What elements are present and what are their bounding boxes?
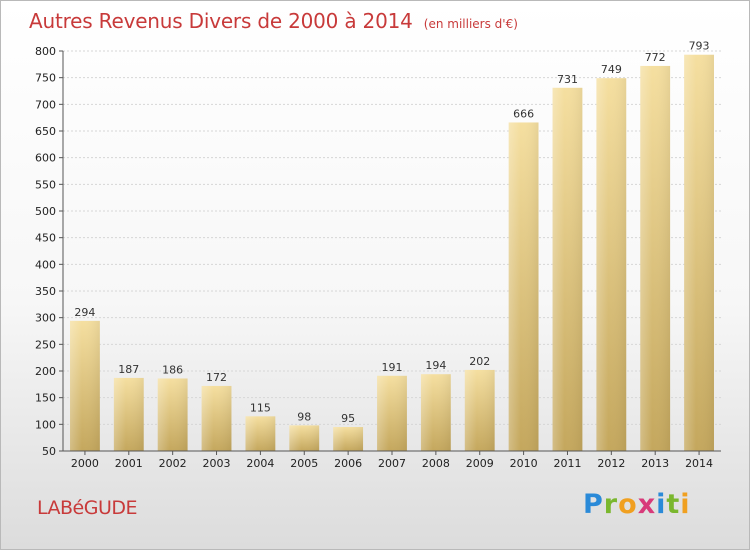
bar-value-label: 95 (341, 412, 355, 425)
logo-letter: i (656, 489, 667, 520)
y-tick-label: 500 (35, 205, 56, 218)
logo-letter: o (618, 489, 638, 520)
bar-value-label: 191 (382, 361, 403, 374)
bar-value-label: 749 (601, 63, 622, 76)
bar-value-label: 98 (297, 410, 311, 423)
y-tick-label: 650 (35, 125, 56, 138)
bar-highlight (420, 374, 451, 451)
x-tick-label: 2012 (597, 457, 625, 470)
commune-name: LABéGUDE (37, 497, 138, 519)
y-tick-label: 550 (35, 178, 56, 191)
x-tick-label: 2008 (422, 457, 450, 470)
bar-value-label: 115 (250, 401, 271, 414)
bar-highlight (70, 320, 100, 451)
y-tick-label: 150 (35, 392, 56, 405)
bar-highlight (113, 377, 144, 451)
y-tick-label: 750 (35, 72, 56, 85)
logo-letter: i (680, 489, 691, 520)
bar-highlight (289, 425, 320, 451)
y-tick-label: 300 (35, 312, 56, 325)
bar-value-label: 731 (557, 73, 578, 86)
axes: 50 100 150 200 250 300 350 400 450 500 550 600 650 70… (35, 45, 721, 470)
bars: 294 187 186 172 115 98 95 191 194 202 666 731 749 772… (70, 40, 714, 452)
logo-letter: r (603, 489, 619, 520)
bar-highlight (684, 54, 714, 451)
bar-value-label: 772 (645, 51, 666, 64)
x-tick-label: 2005 (290, 457, 318, 470)
bar-highlight (508, 122, 539, 451)
bar-value-label: 194 (425, 359, 446, 372)
y-tick-label: 450 (35, 232, 56, 245)
bar-value-label: 294 (74, 306, 95, 319)
x-tick-label: 2011 (553, 457, 581, 470)
y-tick-label: 700 (35, 98, 56, 111)
bar-highlight (596, 78, 627, 451)
proxiti-logo: Proxiti (583, 489, 691, 520)
bar-highlight (333, 427, 364, 451)
x-tick-label: 2003 (203, 457, 231, 470)
y-tick-label: 100 (35, 418, 56, 431)
bar-value-label: 666 (513, 107, 534, 120)
x-tick-label: 2010 (510, 457, 538, 470)
bar-highlight (640, 65, 671, 451)
y-tick-label: 50 (42, 445, 56, 458)
bar-value-label: 186 (162, 363, 183, 376)
bar-value-label: 187 (118, 363, 139, 376)
x-tick-label: 2001 (115, 457, 143, 470)
x-tick-label: 2014 (685, 457, 713, 470)
y-tick-label: 800 (35, 45, 56, 58)
x-tick-label: 2004 (246, 457, 274, 470)
bar-highlight (201, 385, 232, 451)
bar-highlight (464, 369, 495, 451)
bar-value-label: 202 (469, 355, 490, 368)
bar-highlight (552, 87, 583, 452)
x-tick-label: 2013 (641, 457, 669, 470)
chart-title-unit: (en milliers d'€) (423, 17, 518, 31)
bar-highlight (377, 375, 407, 451)
bar-highlight (157, 378, 188, 451)
x-tick-label: 2009 (466, 457, 494, 470)
chart-title: Autres Revenus Divers de 2000 à 2014 (en… (29, 9, 518, 33)
y-tick-label: 600 (35, 152, 56, 165)
logo-letter: t (666, 489, 681, 520)
x-tick-label: 2006 (334, 457, 362, 470)
y-tick-label: 350 (35, 285, 56, 298)
x-tick-label: 2000 (71, 457, 99, 470)
y-tick-label: 250 (35, 338, 56, 351)
bar-value-label: 172 (206, 371, 227, 384)
x-tick-label: 2002 (159, 457, 187, 470)
bar-highlight (245, 416, 276, 451)
y-tick-label: 400 (35, 258, 56, 271)
x-tick-label: 2007 (378, 457, 406, 470)
logo-letter: P (583, 489, 604, 520)
y-tick-label: 200 (35, 365, 56, 378)
bar-value-label: 793 (689, 40, 710, 53)
logo-letter: x (637, 489, 657, 520)
chart-title-main: Autres Revenus Divers de 2000 à 2014 (29, 9, 413, 33)
